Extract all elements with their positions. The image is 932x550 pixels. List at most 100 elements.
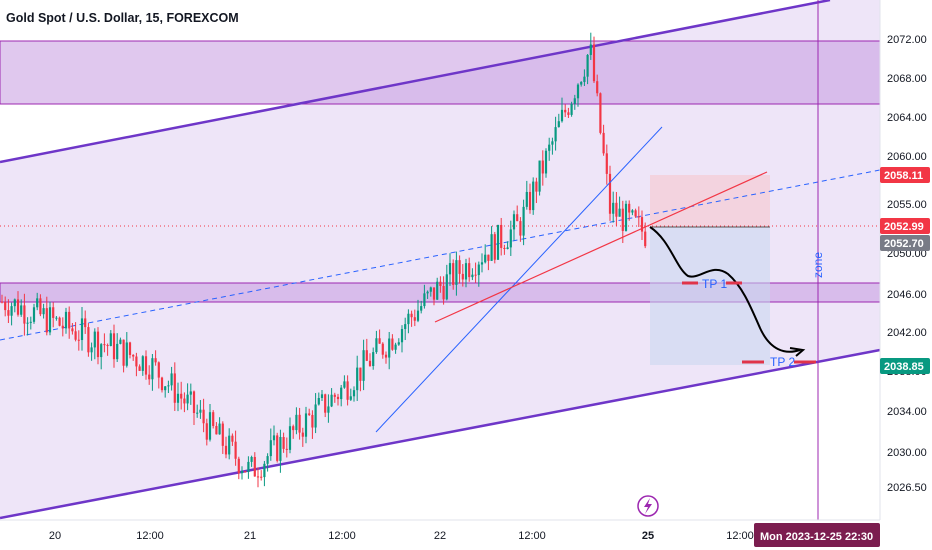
- price-axis: [880, 0, 932, 550]
- candle-body: [474, 274, 477, 276]
- candle-body: [352, 390, 356, 397]
- candle-body: [16, 299, 20, 315]
- candle-body: [202, 409, 205, 424]
- candle-body: [279, 436, 282, 461]
- candle-body: [13, 299, 16, 307]
- candle-body: [343, 381, 346, 388]
- candle-body: [61, 325, 64, 329]
- candle-body: [413, 317, 416, 321]
- candle-body: [640, 217, 644, 232]
- candle-body: [125, 342, 128, 366]
- candle-body: [541, 160, 544, 174]
- candle-body: [301, 432, 304, 437]
- candle-body: [196, 412, 199, 414]
- candle-body: [212, 412, 215, 426]
- candle-body: [183, 398, 186, 404]
- candle-body: [599, 93, 602, 133]
- candle-body: [461, 273, 464, 280]
- candle-body: [442, 285, 445, 300]
- candle-body: [132, 354, 135, 357]
- candle-body: [637, 216, 640, 218]
- candle-body: [247, 461, 250, 472]
- candle-body: [170, 373, 173, 386]
- candle-body: [628, 203, 631, 213]
- candle-body: [567, 112, 570, 115]
- candle-body: [560, 109, 564, 122]
- channel-bottom: [0, 348, 881, 520]
- candle-body: [4, 301, 7, 311]
- x-tick-label: 22: [434, 530, 446, 542]
- candle-body: [148, 374, 151, 380]
- candle-body: [631, 210, 634, 213]
- candle-body: [477, 264, 480, 276]
- lightning-icon[interactable]: [637, 495, 659, 517]
- candle-body: [45, 308, 48, 333]
- candle-body: [263, 463, 266, 478]
- candle-body: [487, 254, 490, 261]
- candle-body: [224, 445, 228, 455]
- candle-body: [23, 305, 26, 324]
- y-tick-label: 2068.00: [887, 73, 927, 85]
- candle-body: [272, 435, 276, 441]
- candle-body: [416, 310, 420, 321]
- candle-body: [0, 301, 4, 303]
- projection-path: [649, 226, 801, 353]
- candle-body: [103, 344, 106, 346]
- candle-body: [228, 435, 231, 455]
- x-tick-label: 12:00: [328, 530, 356, 542]
- candle-body: [20, 305, 23, 315]
- candle-body: [439, 281, 442, 286]
- candle-body: [423, 293, 426, 307]
- candle-body: [205, 423, 208, 440]
- candle-body: [208, 412, 212, 440]
- price-badge-label: 2058.11: [884, 170, 923, 182]
- candle-body: [58, 317, 61, 326]
- candle-body: [288, 426, 292, 450]
- candle-body: [250, 456, 253, 462]
- candle-body: [32, 307, 36, 322]
- candle-body: [164, 386, 167, 391]
- candle-body: [42, 308, 45, 315]
- candle-body: [71, 328, 74, 332]
- candle-body: [589, 44, 592, 55]
- candle-body: [586, 54, 589, 77]
- candle-body: [266, 456, 269, 464]
- candle-body: [112, 333, 116, 360]
- candle-body: [244, 471, 247, 473]
- candle-body: [516, 214, 519, 222]
- y-tick-label: 2042.00: [887, 327, 927, 339]
- candle-body: [535, 181, 538, 192]
- candle-body: [551, 141, 554, 145]
- candle-body: [176, 393, 180, 403]
- candle-body: [394, 344, 397, 350]
- candle-body: [7, 310, 10, 316]
- candle-body: [455, 260, 458, 285]
- candle-body: [404, 324, 407, 330]
- price-badges: 2058.11 2052.99 2052.70 2038.85: [880, 167, 930, 374]
- candle-body: [64, 311, 68, 329]
- candle-body: [493, 234, 496, 260]
- candle-body: [509, 229, 512, 248]
- candle-body: [362, 350, 365, 381]
- candle-body: [173, 373, 176, 403]
- candle-body: [612, 202, 615, 214]
- candle-body: [292, 426, 295, 431]
- candle-body: [84, 318, 87, 328]
- candle-body: [468, 263, 471, 278]
- zone-label: zone: [811, 252, 825, 278]
- candle-body: [471, 274, 474, 278]
- candle-body: [68, 311, 71, 329]
- candle-body: [80, 318, 84, 341]
- candle-body: [311, 414, 314, 428]
- candle-body: [356, 367, 359, 391]
- candle-body: [106, 345, 109, 347]
- y-tick-label: 2072.00: [887, 34, 927, 46]
- y-tick-label: 2055.00: [887, 199, 927, 211]
- supply-zone: [0, 40, 881, 105]
- y-tick-label: 2034.00: [887, 406, 927, 418]
- candle-body: [557, 121, 560, 128]
- candle-body: [618, 208, 621, 217]
- candle-body: [580, 81, 583, 85]
- candle-body: [407, 313, 410, 325]
